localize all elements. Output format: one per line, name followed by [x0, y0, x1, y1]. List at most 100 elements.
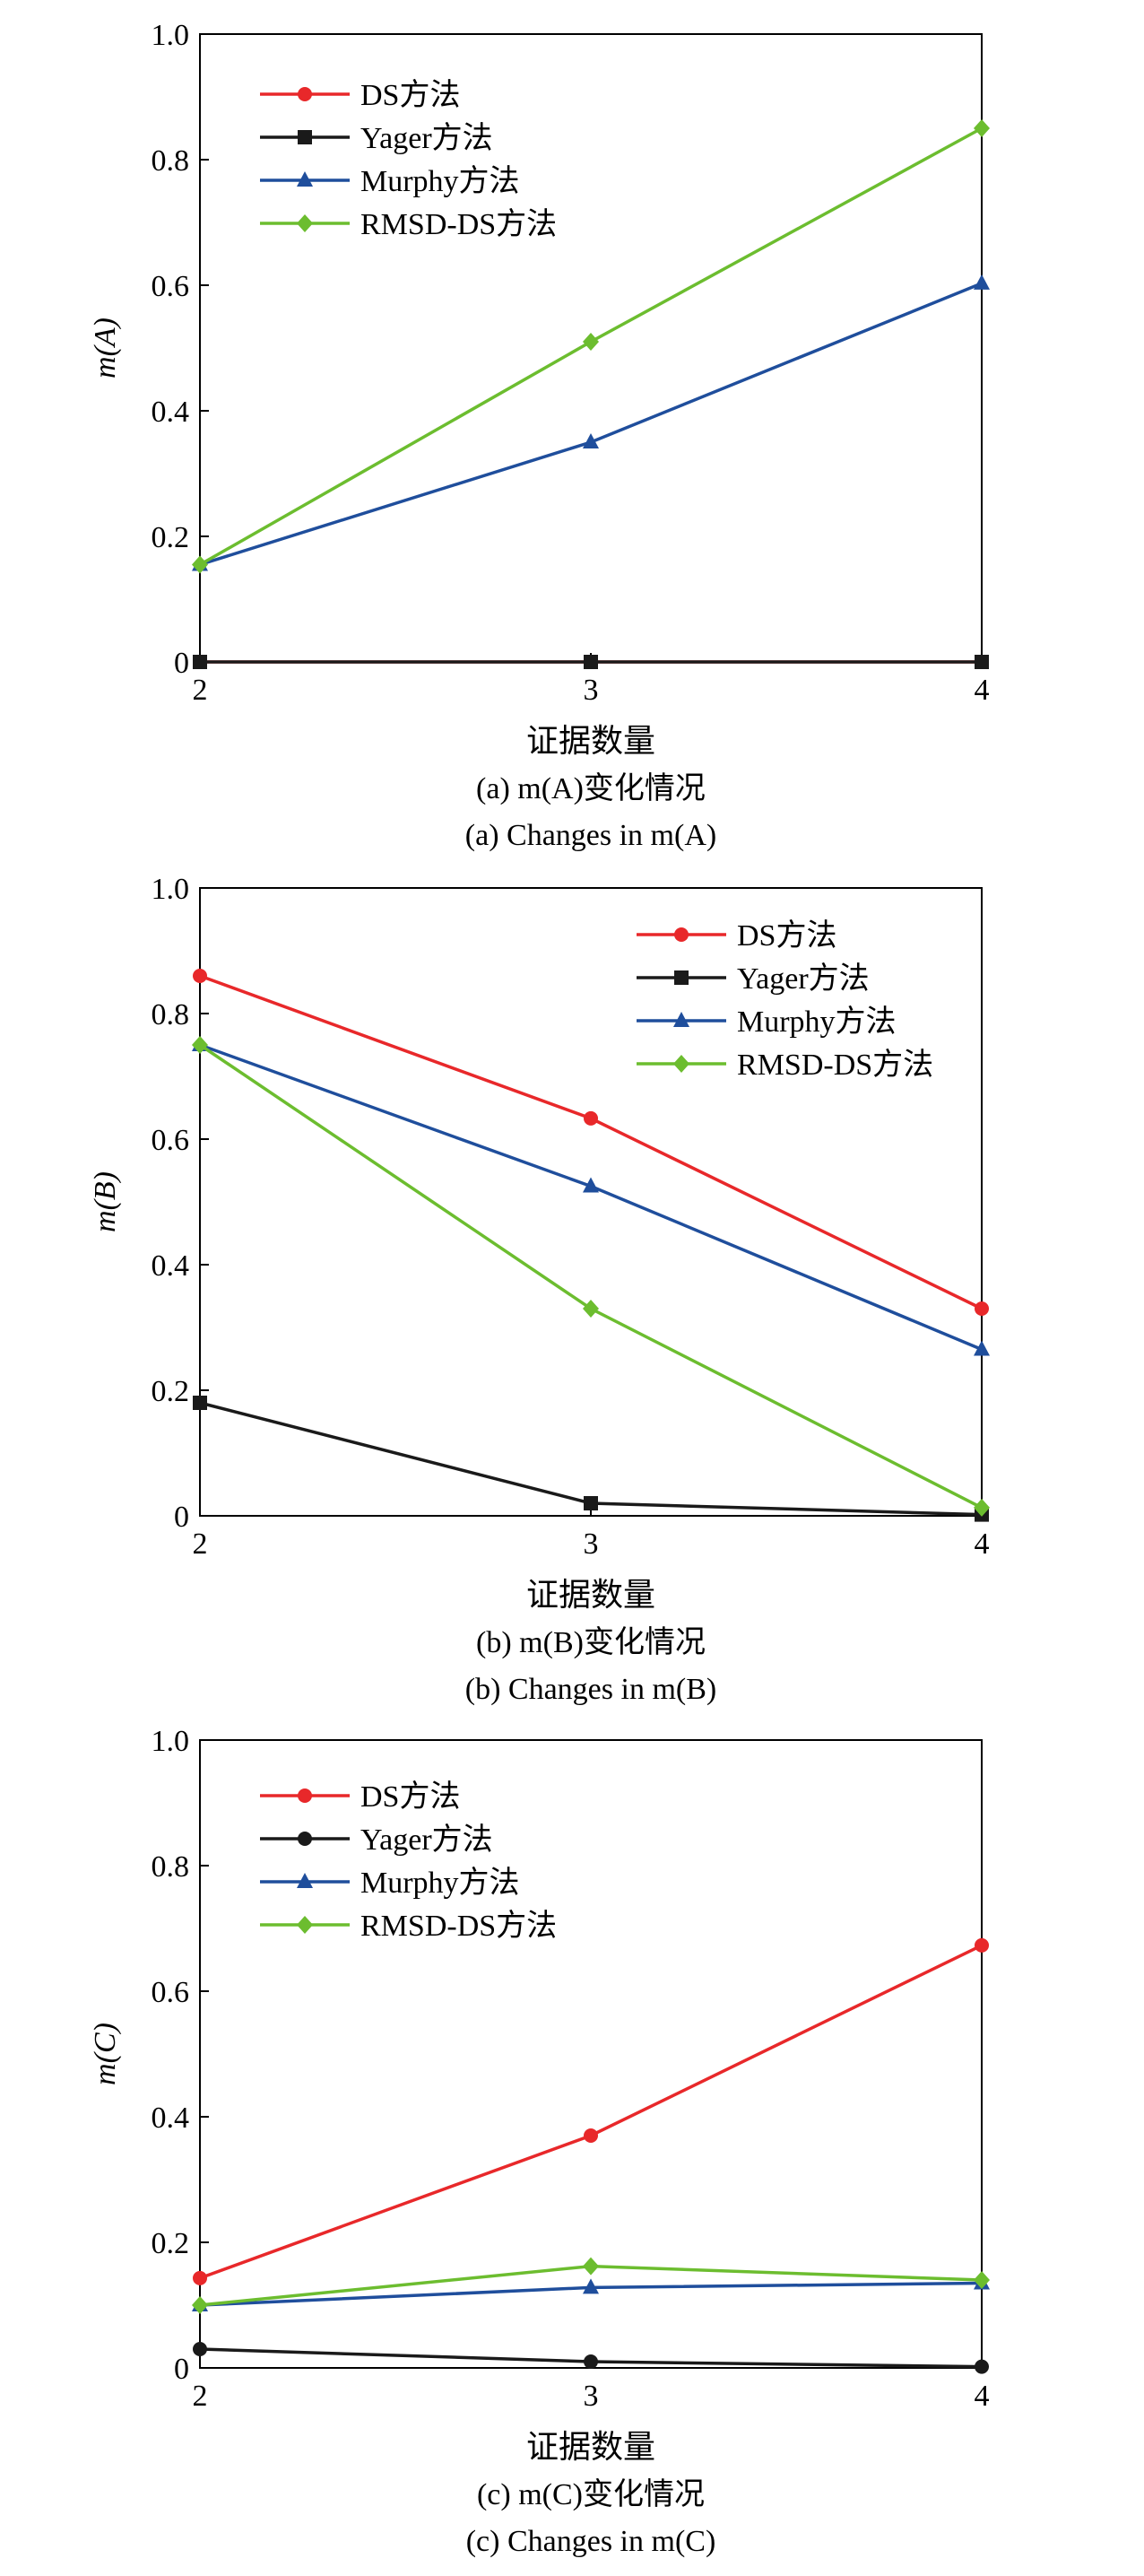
y-axis-label: m(C) — [89, 2023, 122, 2085]
y-tick-label: 1.0 — [152, 873, 190, 906]
x-axis-label: 证据数量 — [526, 723, 655, 760]
legend-label: Yager方法 — [360, 121, 493, 155]
series-2 — [193, 2342, 989, 2374]
data-point — [975, 655, 989, 669]
data-point — [584, 1496, 598, 1510]
legend-label: Yager方法 — [360, 1823, 493, 1857]
data-point — [975, 2359, 989, 2374]
legend-marker — [298, 1832, 312, 1846]
caption-english: (a) Changes in m(A) — [465, 819, 716, 852]
legend-label: RMSD-DS方法 — [360, 1909, 557, 1943]
x-tick-label: 2 — [193, 1527, 208, 1561]
y-tick-label: 0.6 — [152, 1124, 190, 1157]
legend-label: RMSD-DS方法 — [737, 1048, 933, 1082]
data-point — [192, 1036, 208, 1054]
series-4 — [192, 2257, 990, 2314]
y-tick-label: 1.0 — [152, 1725, 190, 1758]
data-point — [193, 1396, 207, 1410]
legend-label: Murphy方法 — [360, 164, 520, 198]
y-tick-label: 0.6 — [152, 1976, 190, 2009]
data-point — [974, 1340, 990, 1356]
data-point — [193, 655, 207, 669]
legend-marker — [298, 87, 312, 101]
data-point — [583, 2257, 599, 2276]
data-point — [584, 1110, 598, 1126]
data-point — [192, 2296, 208, 2314]
data-point — [584, 655, 598, 669]
data-point — [974, 119, 990, 137]
y-tick-label: 0 — [174, 1501, 189, 1534]
legend-marker — [674, 927, 689, 942]
y-tick-label: 0.2 — [152, 521, 190, 554]
caption-english: (c) Changes in m(C) — [466, 2525, 716, 2558]
legend: DS方法 Yager方法 Murphy方法 RMSD-DS方法 — [260, 1780, 557, 1943]
legend-label: DS方法 — [737, 918, 836, 953]
legend: DS方法 Yager方法 Murphy方法 RMSD-DS方法 — [637, 918, 933, 1082]
legend-marker — [297, 1873, 313, 1888]
series-1 — [193, 969, 989, 1316]
data-point — [193, 969, 207, 983]
x-tick-label: 2 — [193, 674, 208, 707]
data-point — [192, 555, 208, 574]
data-point — [975, 1937, 989, 1953]
y-tick-label: 0.4 — [152, 396, 190, 429]
data-point — [583, 1300, 599, 1318]
y-tick-label: 0.2 — [152, 1375, 190, 1408]
series-2 — [193, 655, 989, 669]
series-line — [199, 282, 983, 567]
x-tick-label: 3 — [584, 2380, 599, 2413]
series-1 — [193, 1937, 989, 2285]
series-line — [199, 1944, 983, 2280]
x-tick-label: 4 — [975, 1527, 990, 1561]
legend-marker — [298, 130, 312, 144]
chart-panel-2: 0 0.2 0.4 0.6 0.8 1.0 2 3 4 m(B) 证据数量 (b) m(B)变化情况 (… — [89, 873, 990, 1706]
legend: DS方法 Yager方法 Murphy方法 RMSD-DS方法 — [260, 78, 557, 241]
y-tick-label: 0.4 — [152, 2102, 190, 2135]
data-point — [974, 2271, 990, 2289]
x-tick-label: 4 — [975, 674, 990, 707]
legend-label: Yager方法 — [737, 962, 870, 996]
y-tick-label: 0.2 — [152, 2227, 190, 2260]
series-2 — [193, 1396, 989, 1522]
y-tick-label: 0.8 — [152, 144, 190, 178]
x-tick-label: 2 — [193, 2380, 208, 2413]
legend-label: DS方法 — [360, 78, 460, 112]
caption-chinese: (b) m(B)变化情况 — [476, 1625, 706, 1659]
y-axis-label: m(B) — [89, 1171, 122, 1232]
legend-label: Murphy方法 — [737, 1005, 897, 1039]
series-4 — [192, 1036, 990, 1517]
data-point — [583, 433, 599, 448]
chart-panel-3: 0 0.2 0.4 0.6 0.8 1.0 2 3 4 m(C) 证据数量 (c) m(C)变化情况 (… — [89, 1725, 990, 2558]
y-tick-label: 0.8 — [152, 998, 190, 1031]
legend-label: RMSD-DS方法 — [360, 207, 557, 241]
legend-marker — [673, 1055, 689, 1073]
y-tick-label: 0.6 — [152, 270, 190, 303]
series-3 — [192, 274, 990, 571]
data-point — [974, 274, 990, 290]
y-tick-label: 0 — [174, 2353, 189, 2386]
x-tick-label: 3 — [584, 674, 599, 707]
caption-chinese: (c) m(C)变化情况 — [477, 2477, 705, 2511]
legend-marker — [674, 970, 689, 985]
data-point — [974, 1498, 990, 1517]
caption-chinese: (a) m(A)变化情况 — [476, 771, 706, 805]
legend-label: DS方法 — [360, 1780, 460, 1814]
legend-marker — [297, 214, 313, 232]
legend-label: Murphy方法 — [360, 1866, 520, 1900]
data-point — [583, 2278, 599, 2294]
data-point — [193, 2342, 207, 2356]
caption-english: (b) Changes in m(B) — [465, 1673, 716, 1706]
data-point — [584, 2354, 598, 2369]
data-point — [975, 1301, 989, 1316]
legend-marker — [297, 171, 313, 187]
x-axis-label: 证据数量 — [526, 2429, 655, 2466]
x-axis-label: 证据数量 — [526, 1577, 655, 1614]
data-point — [583, 333, 599, 351]
y-tick-label: 0 — [174, 647, 189, 680]
data-point — [584, 2128, 598, 2143]
legend-marker — [297, 1916, 313, 1934]
series-4 — [192, 119, 990, 574]
y-tick-label: 0.8 — [152, 1850, 190, 1884]
x-tick-label: 3 — [584, 1527, 599, 1561]
